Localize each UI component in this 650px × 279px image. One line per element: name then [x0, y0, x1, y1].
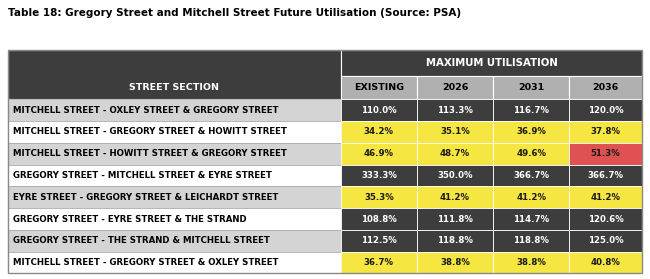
Bar: [417, 143, 493, 165]
Text: 51.3%: 51.3%: [591, 149, 621, 158]
Bar: [8, 208, 341, 230]
Text: 2031: 2031: [518, 83, 544, 92]
Bar: [417, 230, 493, 252]
Text: 366.7%: 366.7%: [514, 171, 549, 180]
Bar: [569, 99, 642, 121]
Bar: [341, 121, 417, 143]
Text: 110.0%: 110.0%: [361, 106, 396, 115]
Text: 35.3%: 35.3%: [364, 193, 394, 202]
Text: GREGORY STREET - THE STRAND & MITCHELL STREET: GREGORY STREET - THE STRAND & MITCHELL S…: [13, 236, 270, 245]
Text: 41.2%: 41.2%: [516, 193, 546, 202]
Bar: [417, 121, 493, 143]
Bar: [8, 99, 341, 121]
Text: 118.8%: 118.8%: [514, 236, 549, 245]
Text: GREGORY STREET - MITCHELL STREET & EYRE STREET: GREGORY STREET - MITCHELL STREET & EYRE …: [13, 171, 272, 180]
Text: EXISTING: EXISTING: [354, 83, 404, 92]
Bar: [493, 76, 569, 99]
Bar: [569, 252, 642, 273]
Bar: [569, 230, 642, 252]
Text: Table 18: Gregory Street and Mitchell Street Future Utilisation (Source: PSA): Table 18: Gregory Street and Mitchell St…: [8, 8, 461, 18]
Text: MAXIMUM UTILISATION: MAXIMUM UTILISATION: [426, 58, 558, 68]
Bar: [8, 165, 341, 186]
Bar: [493, 143, 569, 165]
Text: MITCHELL STREET - GREGORY STREET & HOWITT STREET: MITCHELL STREET - GREGORY STREET & HOWIT…: [13, 128, 287, 136]
Text: 112.5%: 112.5%: [361, 236, 396, 245]
Bar: [569, 165, 642, 186]
Text: 350.0%: 350.0%: [437, 171, 473, 180]
Bar: [8, 143, 341, 165]
Text: 2036: 2036: [593, 83, 619, 92]
Bar: [569, 76, 642, 99]
Text: 41.2%: 41.2%: [591, 193, 621, 202]
Text: GREGORY STREET - EYRE STREET & THE STRAND: GREGORY STREET - EYRE STREET & THE STRAN…: [13, 215, 246, 223]
Text: 38.8%: 38.8%: [516, 258, 546, 267]
Bar: [341, 76, 417, 99]
Bar: [341, 252, 417, 273]
Text: EYRE STREET - GREGORY STREET & LEICHARDT STREET: EYRE STREET - GREGORY STREET & LEICHARDT…: [13, 193, 278, 202]
Text: STREET SECTION: STREET SECTION: [129, 83, 219, 92]
Text: 35.1%: 35.1%: [440, 128, 470, 136]
Bar: [341, 50, 642, 76]
Bar: [8, 186, 341, 208]
Text: MITCHELL STREET - OXLEY STREET & GREGORY STREET: MITCHELL STREET - OXLEY STREET & GREGORY…: [13, 106, 278, 115]
Bar: [8, 252, 341, 273]
Bar: [8, 121, 341, 143]
Text: 114.7%: 114.7%: [513, 215, 549, 223]
Text: 125.0%: 125.0%: [588, 236, 623, 245]
Bar: [341, 208, 417, 230]
Text: 36.9%: 36.9%: [516, 128, 546, 136]
Bar: [8, 230, 341, 252]
Text: 120.6%: 120.6%: [588, 215, 623, 223]
Text: 40.8%: 40.8%: [591, 258, 621, 267]
Text: 113.3%: 113.3%: [437, 106, 473, 115]
Text: 120.0%: 120.0%: [588, 106, 623, 115]
Bar: [341, 165, 417, 186]
Bar: [493, 252, 569, 273]
Bar: [569, 143, 642, 165]
Text: 333.3%: 333.3%: [361, 171, 397, 180]
Text: MITCHELL STREET - GREGORY STREET & OXLEY STREET: MITCHELL STREET - GREGORY STREET & OXLEY…: [13, 258, 278, 267]
Bar: [341, 99, 417, 121]
Text: 48.7%: 48.7%: [440, 149, 470, 158]
Bar: [493, 230, 569, 252]
Text: 46.9%: 46.9%: [364, 149, 394, 158]
Bar: [493, 165, 569, 186]
Text: 38.8%: 38.8%: [440, 258, 470, 267]
Text: 366.7%: 366.7%: [588, 171, 624, 180]
Bar: [569, 121, 642, 143]
Bar: [8, 50, 341, 99]
Bar: [341, 230, 417, 252]
Text: 49.6%: 49.6%: [516, 149, 546, 158]
Bar: [417, 252, 493, 273]
Bar: [417, 76, 493, 99]
Text: 118.8%: 118.8%: [437, 236, 473, 245]
Bar: [417, 208, 493, 230]
Text: 41.2%: 41.2%: [440, 193, 470, 202]
Text: 111.8%: 111.8%: [437, 215, 473, 223]
Bar: [341, 186, 417, 208]
Text: 2026: 2026: [442, 83, 468, 92]
Text: 36.7%: 36.7%: [364, 258, 394, 267]
Bar: [417, 186, 493, 208]
Bar: [493, 99, 569, 121]
Bar: [493, 186, 569, 208]
Text: 37.8%: 37.8%: [591, 128, 621, 136]
Bar: [493, 208, 569, 230]
Bar: [569, 186, 642, 208]
Bar: [417, 165, 493, 186]
Bar: [341, 143, 417, 165]
Bar: [493, 121, 569, 143]
Text: 108.8%: 108.8%: [361, 215, 396, 223]
Text: MITCHELL STREET - HOWITT STREET & GREGORY STREET: MITCHELL STREET - HOWITT STREET & GREGOR…: [13, 149, 287, 158]
Bar: [8, 50, 642, 273]
Text: 116.7%: 116.7%: [514, 106, 549, 115]
Bar: [569, 208, 642, 230]
Bar: [417, 99, 493, 121]
Text: 34.2%: 34.2%: [364, 128, 394, 136]
